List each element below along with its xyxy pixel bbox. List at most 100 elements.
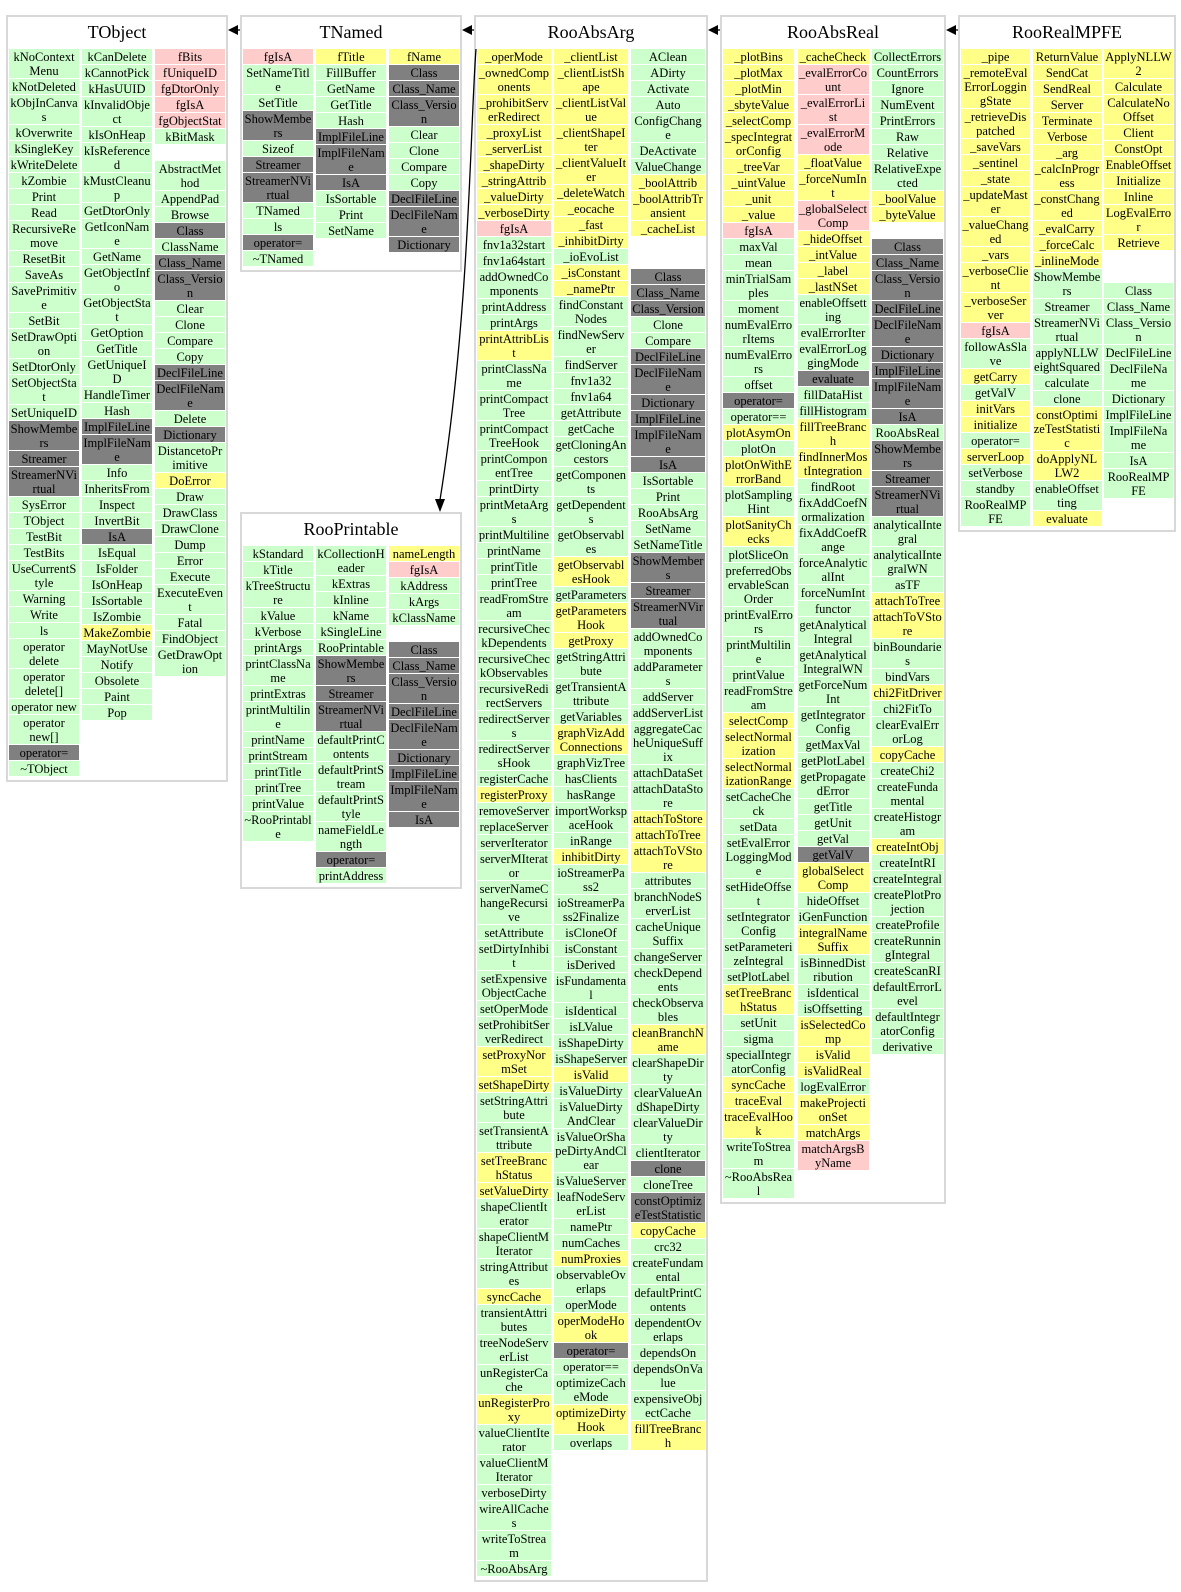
member-cell[interactable]: hasRange [554,787,628,802]
member-cell[interactable]: fillDataHist [797,387,869,402]
member-cell[interactable]: _boolValue [872,191,943,206]
class-title[interactable]: RooAbsArg [547,22,635,42]
member-cell[interactable]: minTrialSamples [723,271,794,300]
member-cell[interactable]: SetDrawOption [9,329,79,358]
member-cell[interactable]: operator== [723,409,794,424]
member-cell[interactable]: _byteValue [872,207,943,222]
member-cell[interactable]: getPlotLabel [797,753,869,768]
member-cell[interactable]: _unit [723,191,794,206]
member-cell[interactable]: ImplFileLine [389,766,459,781]
class-box-roorealmpfe[interactable]: RooRealMPFE _pipe _remoteEvalErrorLoggingS… [958,15,1176,532]
member-cell[interactable]: stringAttributes [477,1259,551,1288]
member-cell[interactable]: Class [1104,283,1173,298]
member-cell[interactable]: preferredObservableScanOrder [723,563,794,606]
member-cell[interactable]: attachToTree [631,827,705,842]
member-cell[interactable]: ~TNamed [243,251,313,266]
member-cell[interactable]: printMultiline [477,527,551,542]
member-cell[interactable]: IsZombie [82,609,152,624]
member-cell[interactable]: kBitMask [155,129,225,144]
member-cell[interactable]: Streamer [316,686,386,701]
member-cell[interactable]: getAttribute [554,405,628,420]
member-cell[interactable]: printTitle [477,559,551,574]
member-cell[interactable]: Info [82,465,152,480]
member-cell[interactable]: _updateMaster [961,187,1030,216]
member-cell[interactable]: RooRealMPFE [1104,469,1173,498]
member-cell[interactable]: _constChanged [1032,191,1102,220]
member-cell[interactable]: inhibitDirty [554,849,628,864]
member-cell[interactable]: Sizeof [243,141,313,156]
member-cell[interactable]: ImplFileLine [1104,407,1173,422]
member-cell[interactable]: DeclFileName [389,207,459,236]
member-cell[interactable]: createIntRI [872,855,943,870]
member-cell[interactable]: SetName [316,223,386,238]
member-cell[interactable]: Streamer [9,451,79,466]
member-cell[interactable]: defaultPrintStyle [316,792,386,821]
member-cell[interactable]: Dump [155,537,225,552]
member-cell[interactable]: valueClientIterator [477,1425,551,1454]
member-cell[interactable]: DeclFileName [1104,361,1173,390]
member-cell[interactable]: createRunningIntegral [872,933,943,962]
member-cell[interactable]: valueClientMIterator [477,1455,551,1484]
member-cell[interactable]: setIntegratorConfig [723,909,794,938]
member-cell[interactable]: kCanDelete [82,49,152,64]
member-cell[interactable]: isFundamental [554,973,628,1002]
member-cell[interactable]: Dictionary [872,347,943,362]
member-cell[interactable]: enableOffsetting [797,295,869,324]
member-cell[interactable]: selectNormalization [723,729,794,758]
member-cell[interactable]: createProfile [872,917,943,932]
member-cell[interactable]: _deleteWatch [554,185,628,200]
member-cell[interactable]: kZombie [9,173,79,188]
member-cell[interactable]: binBoundaries [872,639,943,668]
member-cell[interactable]: printAddress [316,868,386,883]
member-cell[interactable]: evalErrorIter [797,325,869,340]
member-cell[interactable]: _label [797,263,869,278]
member-cell[interactable]: Client [1104,125,1173,140]
member-cell[interactable]: isOffsetting [797,1001,869,1016]
member-cell[interactable]: wireAllCaches [477,1501,551,1530]
member-cell[interactable]: inRange [554,833,628,848]
member-cell[interactable]: attachToTree [872,593,943,608]
member-cell[interactable]: ImplFileName [872,379,943,408]
member-cell[interactable]: Initialize [1104,173,1173,188]
member-cell[interactable]: CalculateNoOffset [1104,95,1173,124]
member-cell[interactable]: _fast [554,217,628,232]
member-cell[interactable]: _stringAttrib [477,173,551,188]
member-cell[interactable]: printMultiline [243,702,313,731]
member-cell[interactable]: nameFieldLength [316,822,386,851]
member-cell[interactable]: DrawClass [155,505,225,520]
member-cell[interactable]: isValid [554,1067,628,1082]
member-cell[interactable]: kHasUUID [82,81,152,96]
member-cell[interactable]: traceEvalHook [723,1109,794,1138]
member-cell[interactable]: ExecuteEvent [155,585,225,614]
member-cell[interactable]: _prohibitServerRedirect [477,95,551,124]
member-cell[interactable]: operMode [554,1297,628,1312]
member-cell[interactable]: attachDataSet [631,765,705,780]
member-cell[interactable]: SetUniqueID [9,405,79,420]
member-cell[interactable]: TNamed [243,203,313,218]
member-cell[interactable]: _retrieveDispatched [961,109,1030,138]
member-cell[interactable]: chi2FitDriver [872,685,943,700]
member-cell[interactable]: FindObject [155,631,225,646]
member-cell[interactable]: _cacheCheck [797,49,869,64]
member-cell[interactable]: ImplFileLine [316,129,386,144]
member-cell[interactable]: _sentinel [961,155,1030,170]
member-cell[interactable]: EnableOffset [1104,157,1173,172]
member-cell[interactable]: _verboseClient [961,263,1030,292]
member-cell[interactable]: isValueOrShapeDirtyAndClear [554,1129,628,1172]
member-cell[interactable]: SetNameTitle [243,65,313,94]
member-cell[interactable]: GetOption [82,325,152,340]
member-cell[interactable]: defaultPrintContents [316,732,386,761]
member-cell[interactable]: SendCat [1032,65,1102,80]
member-cell[interactable]: SetDtorOnly [9,359,79,374]
class-box-rooprintable[interactable]: RooPrintable kStandard kTitle kTreeStructur… [240,512,462,889]
member-cell[interactable]: kExtras [316,576,386,591]
member-cell[interactable]: GetTitle [82,341,152,356]
member-cell[interactable]: registerProxy [477,787,551,802]
member-cell[interactable]: defaultPrintStream [316,762,386,791]
member-cell[interactable]: Inline [1104,189,1173,204]
member-cell[interactable]: AppendPad [155,191,225,206]
member-cell[interactable]: setTreeBranchStatus [477,1153,551,1182]
member-cell[interactable]: SaveAs [9,267,79,282]
member-cell[interactable]: treeNodeServerList [477,1335,551,1364]
member-cell[interactable]: ValueChange [631,159,705,174]
